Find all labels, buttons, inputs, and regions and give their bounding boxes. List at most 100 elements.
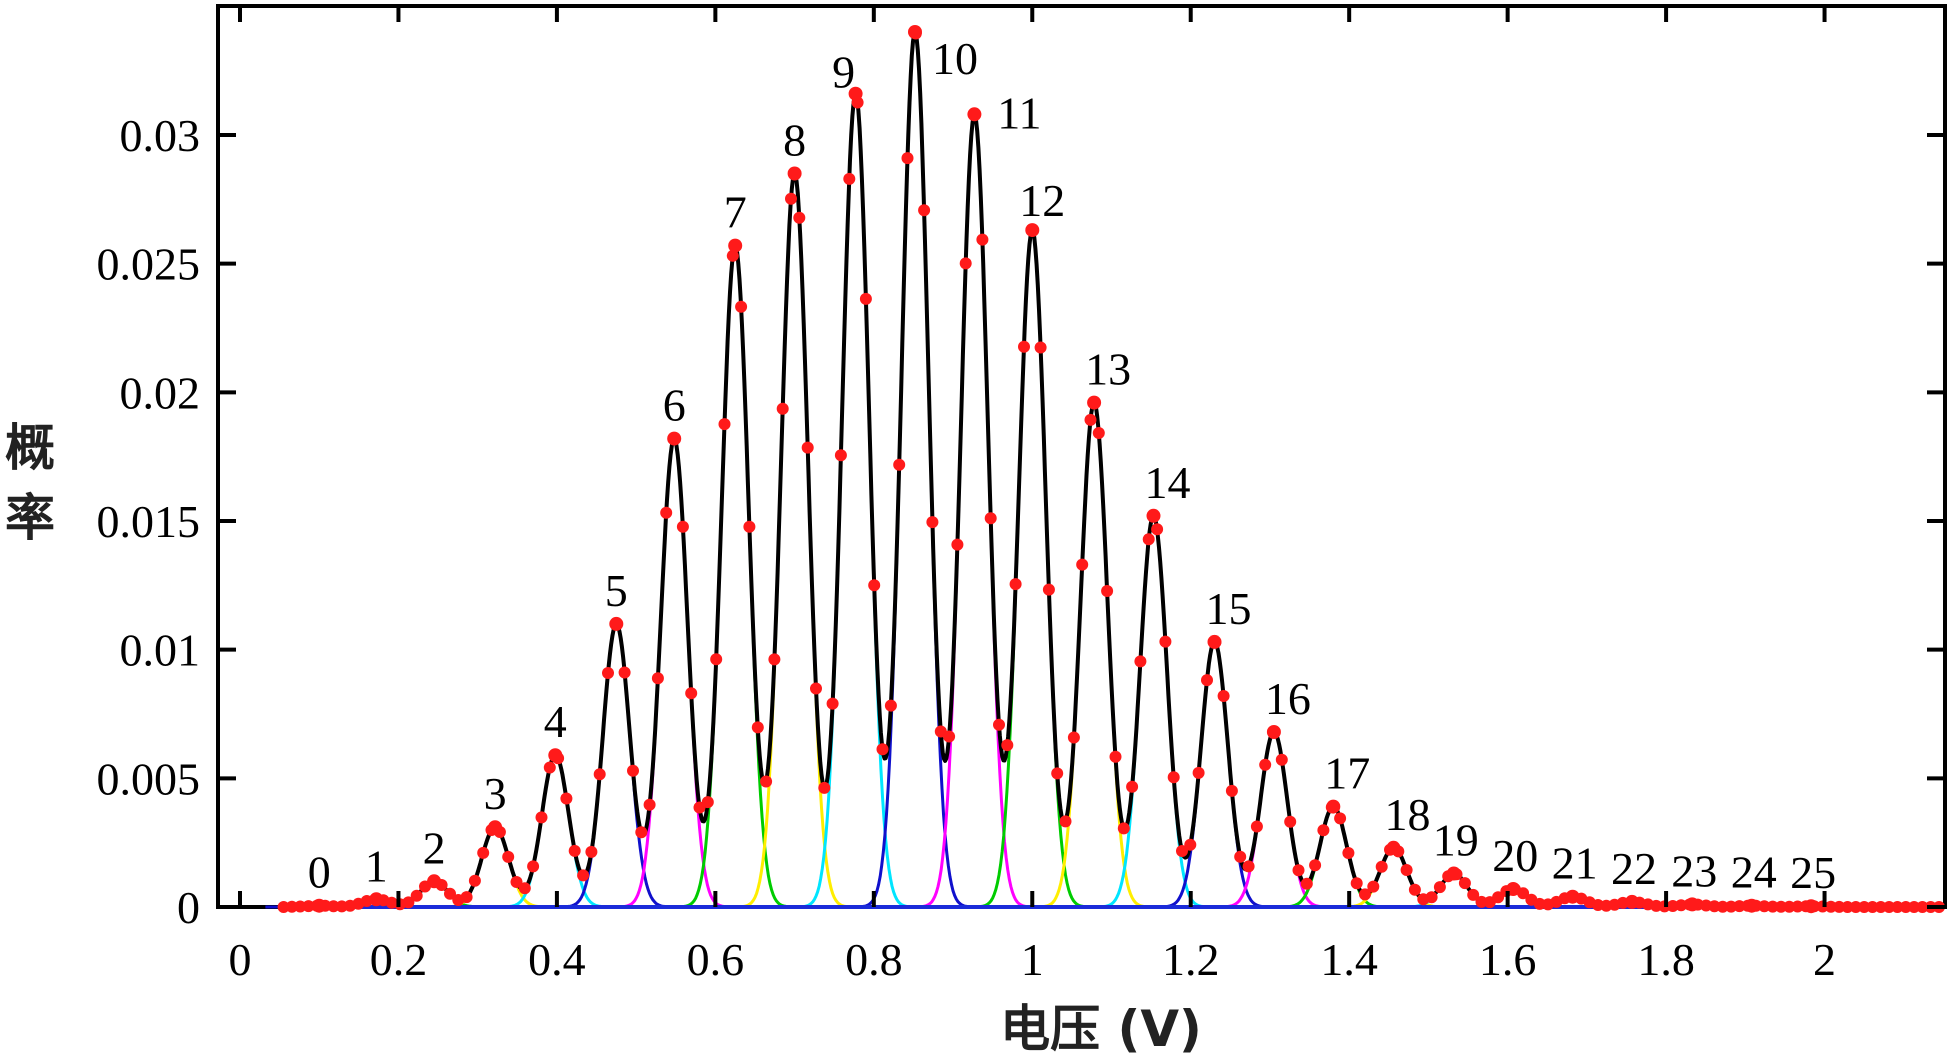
data-point — [810, 682, 822, 695]
data-point — [602, 667, 614, 679]
data-point — [1849, 901, 1862, 913]
data-point — [785, 192, 797, 205]
data-point — [951, 538, 964, 551]
peak-label-1: 1 — [365, 840, 388, 891]
data-point — [843, 172, 856, 185]
svg-text:率: 率 — [5, 489, 55, 547]
data-point — [959, 257, 972, 270]
peak-point-5 — [609, 616, 624, 631]
data-point — [760, 775, 773, 788]
peak-label-4: 4 — [544, 696, 567, 747]
data-point — [685, 687, 698, 700]
data-point — [1858, 901, 1871, 913]
data-point — [1159, 635, 1172, 648]
data-point — [660, 506, 673, 519]
peak-label-14: 14 — [1145, 457, 1191, 508]
component-curve-10 — [860, 26, 968, 909]
data-point — [1217, 690, 1230, 702]
peak-point-7 — [728, 238, 743, 253]
data-point — [618, 666, 631, 679]
data-point — [1001, 739, 1014, 752]
data-point — [1716, 900, 1729, 913]
data-point — [868, 579, 881, 592]
data-point — [502, 850, 515, 863]
peak-point-24 — [1744, 898, 1759, 913]
data-point — [444, 887, 456, 900]
plot-frame — [216, 4, 1947, 909]
peak-point-3 — [488, 820, 503, 835]
peak-point-14 — [1146, 508, 1161, 523]
y-axis-title: 概 率 — [5, 419, 55, 547]
data-point — [1375, 860, 1388, 873]
data-point — [735, 300, 748, 313]
data-point — [643, 798, 656, 811]
peak-label-6: 6 — [663, 380, 686, 431]
data-point — [859, 292, 872, 305]
component-curve-11 — [920, 108, 1029, 909]
peak-point-22 — [1625, 894, 1639, 909]
data-point — [984, 512, 997, 525]
peak-label-13: 13 — [1085, 344, 1131, 395]
data-point — [701, 796, 714, 809]
peak-point-13 — [1087, 395, 1102, 410]
peak-label-10: 10 — [932, 33, 978, 84]
data-point — [651, 672, 664, 685]
data-point — [826, 697, 839, 710]
peak-label-24: 24 — [1731, 847, 1777, 898]
data-point — [1018, 340, 1030, 353]
peak-point-11 — [967, 107, 982, 122]
peak-label-9: 9 — [832, 47, 855, 98]
data-point — [1259, 758, 1272, 771]
data-point — [893, 458, 906, 471]
peak-label-11: 11 — [997, 87, 1041, 138]
peak-point-15 — [1207, 634, 1222, 649]
peak-point-25 — [1804, 899, 1819, 914]
data-point — [776, 402, 789, 415]
peak-point-18 — [1386, 840, 1401, 855]
peak-point-19 — [1446, 866, 1461, 881]
data-point — [793, 211, 806, 224]
data-point — [1184, 838, 1197, 851]
peak-point-10 — [908, 25, 922, 39]
y-tick-label: 0.01 — [120, 625, 201, 676]
peak-label-15: 15 — [1206, 583, 1252, 634]
peak-label-2: 2 — [423, 822, 446, 873]
data-point — [1833, 900, 1846, 913]
fit-curve — [278, 30, 1943, 909]
x-tick-label: 1.8 — [1637, 934, 1695, 985]
peak-label-16: 16 — [1265, 673, 1311, 724]
x-tick-label: 0.4 — [528, 934, 586, 985]
data-point — [1866, 901, 1879, 913]
data-point — [1250, 820, 1263, 833]
data-point — [710, 653, 723, 666]
data-point — [834, 449, 847, 462]
data-point — [1225, 784, 1238, 797]
data-point — [1350, 877, 1363, 890]
data-point — [518, 882, 531, 895]
data-point — [1367, 880, 1380, 893]
data-point — [926, 516, 939, 529]
y-tick-label: 0.025 — [97, 239, 201, 290]
peak-label-21: 21 — [1552, 838, 1598, 889]
data-point — [568, 844, 581, 857]
data-point — [1092, 427, 1105, 439]
data-point — [1101, 585, 1114, 597]
data-point — [1117, 822, 1130, 835]
component-curve-13 — [1040, 398, 1148, 909]
component-curve-6 — [620, 435, 728, 909]
data-point — [801, 441, 814, 454]
data-point — [1841, 901, 1854, 913]
data-point — [635, 826, 648, 839]
y-axis-ticks: 0 0.005 0.01 0.015 0.02 0.025 0.03 — [97, 110, 1945, 933]
data-point — [1009, 578, 1022, 591]
x-tick-label: 0.2 — [370, 934, 428, 985]
x-tick-label: 0 — [229, 934, 252, 985]
data-point — [1042, 583, 1055, 596]
x-axis-title: 电压 (V) — [1000, 1000, 1202, 1058]
data-point — [535, 811, 548, 824]
peak-point-1 — [369, 892, 384, 907]
data-point — [884, 699, 897, 712]
data-point — [460, 891, 473, 904]
data-point — [1425, 891, 1438, 904]
